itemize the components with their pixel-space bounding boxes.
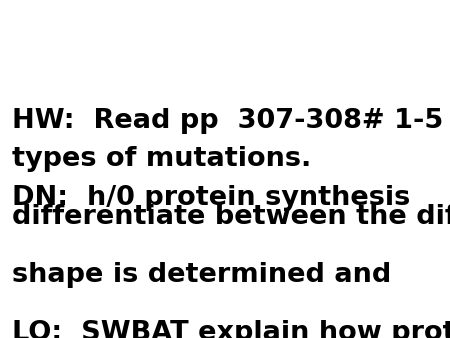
Text: DN:  h/0 protein synthesis: DN: h/0 protein synthesis [12,185,410,211]
Text: types of mutations.: types of mutations. [12,146,311,172]
Text: HW:  Read pp  307-308# 1-5: HW: Read pp 307-308# 1-5 [12,108,443,134]
Text: differentiate between the different: differentiate between the different [12,204,450,230]
Text: shape is determined and: shape is determined and [12,262,391,288]
Text: LO:  SWBAT explain how protein: LO: SWBAT explain how protein [12,320,450,338]
